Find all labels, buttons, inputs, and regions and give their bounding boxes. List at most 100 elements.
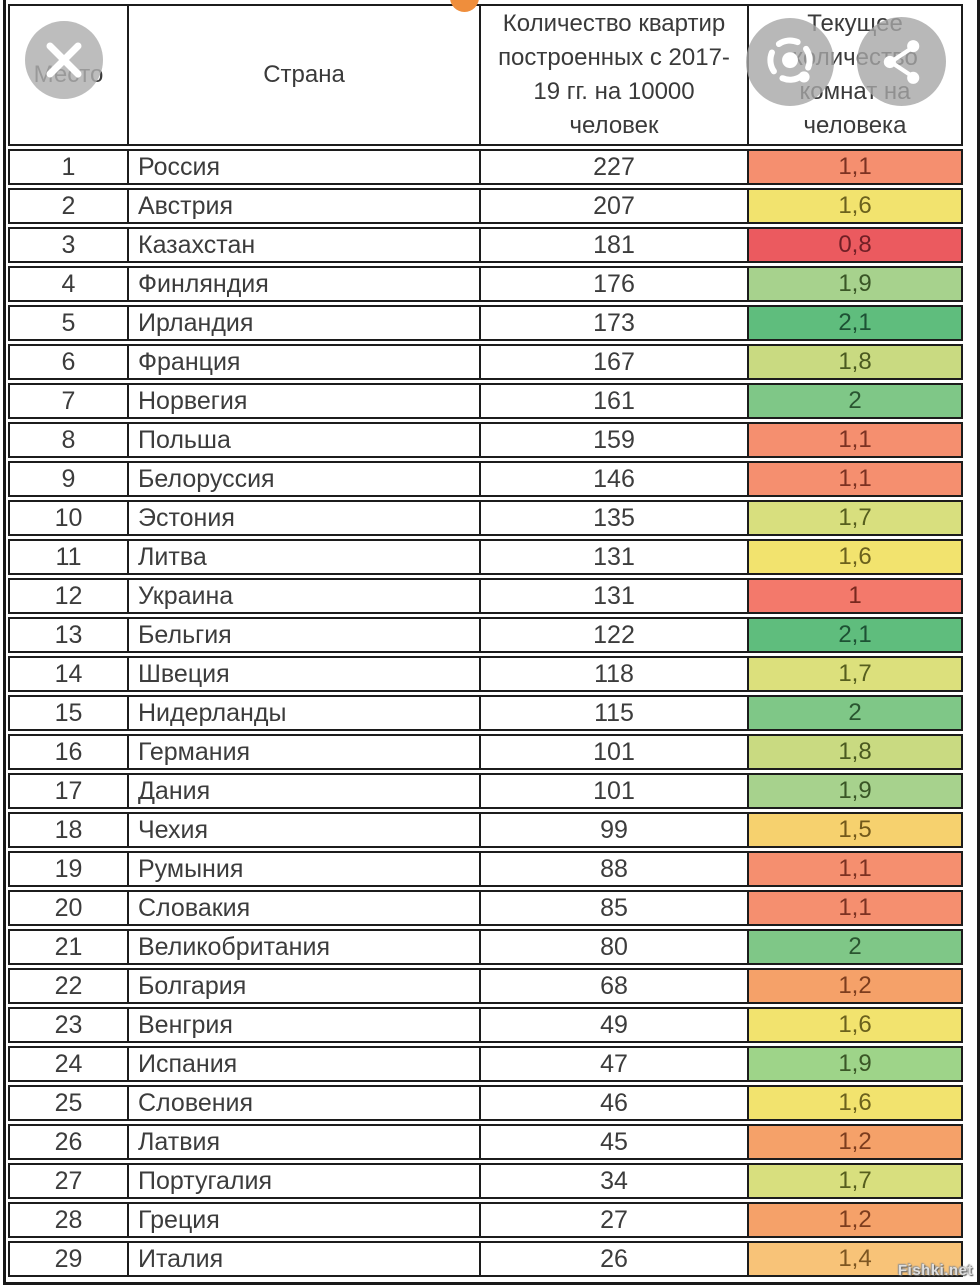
lens-button[interactable] [746, 18, 834, 106]
apartments-cell: 161 [481, 383, 749, 419]
rooms-cell: 1,1 [749, 851, 963, 887]
country-cell: Великобритания [129, 929, 481, 965]
ranking-table: Место Страна Количество квартир построен… [8, 1, 963, 1280]
country-cell: Белоруссия [129, 461, 481, 497]
rooms-cell: 2 [749, 383, 963, 419]
rooms-cell: 1,7 [749, 1163, 963, 1199]
country-cell: Казахстан [129, 227, 481, 263]
apartments-cell: 131 [481, 578, 749, 614]
table-row: 1 Россия 227 1,1 [8, 149, 963, 185]
table-row: 26 Латвия 45 1,2 [8, 1124, 963, 1160]
apartments-cell: 27 [481, 1202, 749, 1238]
rooms-cell: 1,5 [749, 812, 963, 848]
table-row: 21 Великобритания 80 2 [8, 929, 963, 965]
rank-cell: 24 [8, 1046, 129, 1082]
rank-cell: 17 [8, 773, 129, 809]
apartments-cell: 227 [481, 149, 749, 185]
rooms-cell: 1,6 [749, 1007, 963, 1043]
orange-indicator-dot [450, 0, 479, 12]
table-row: 3 Казахстан 181 0,8 [8, 227, 963, 263]
table-row: 16 Германия 101 1,8 [8, 734, 963, 770]
table-row: 28 Греция 27 1,2 [8, 1202, 963, 1238]
rank-cell: 5 [8, 305, 129, 341]
header-rooms-line: человека [803, 112, 907, 139]
country-cell: Словакия [129, 890, 481, 926]
country-cell: Латвия [129, 1124, 481, 1160]
rank-cell: 25 [8, 1085, 129, 1121]
rooms-cell: 2 [749, 929, 963, 965]
apartments-cell: 49 [481, 1007, 749, 1043]
country-cell: Ирландия [129, 305, 481, 341]
apartments-cell: 118 [481, 656, 749, 692]
rank-cell: 8 [8, 422, 129, 458]
rooms-cell: 1,1 [749, 422, 963, 458]
apartments-cell: 167 [481, 344, 749, 380]
table-row: 12 Украина 131 1 [8, 578, 963, 614]
header-apartments: Количество квартир построенных с 2017- 1… [481, 4, 749, 146]
rank-cell: 12 [8, 578, 129, 614]
rank-cell: 22 [8, 968, 129, 1004]
rooms-cell: 1,1 [749, 149, 963, 185]
rank-cell: 29 [8, 1241, 129, 1277]
rooms-cell: 1,8 [749, 734, 963, 770]
rank-cell: 15 [8, 695, 129, 731]
rooms-cell: 1,7 [749, 656, 963, 692]
rooms-cell: 1,1 [749, 890, 963, 926]
header-apartments-line: построенных с 2017- [498, 44, 730, 71]
table-row: 14 Швеция 118 1,7 [8, 656, 963, 692]
table-row: 9 Белоруссия 146 1,1 [8, 461, 963, 497]
header-apartments-line: Количество квартир [502, 10, 726, 37]
google-lens-icon [767, 37, 813, 83]
share-icon [883, 39, 919, 84]
table-body: 1 Россия 227 1,1 2 Австрия 207 1,6 3 Казахстан 181… [8, 149, 963, 1277]
table-row: 17 Дания 101 1,9 [8, 773, 963, 809]
rank-cell: 26 [8, 1124, 129, 1160]
apartments-cell: 115 [481, 695, 749, 731]
table-row: 13 Бельгия 122 2,1 [8, 617, 963, 653]
apartments-cell: 99 [481, 812, 749, 848]
apartments-cell: 45 [481, 1124, 749, 1160]
apartments-cell: 101 [481, 734, 749, 770]
close-button[interactable] [25, 21, 103, 99]
apartments-cell: 135 [481, 500, 749, 536]
rank-cell: 10 [8, 500, 129, 536]
apartments-cell: 173 [481, 305, 749, 341]
table-row: 25 Словения 46 1,6 [8, 1085, 963, 1121]
rank-cell: 19 [8, 851, 129, 887]
rank-cell: 14 [8, 656, 129, 692]
ranking-table-container: Место Страна Количество квартир построен… [3, 0, 980, 1285]
country-cell: Австрия [129, 188, 481, 224]
rank-cell: 27 [8, 1163, 129, 1199]
country-cell: Чехия [129, 812, 481, 848]
rooms-cell: 1,8 [749, 344, 963, 380]
rank-cell: 23 [8, 1007, 129, 1043]
share-button[interactable] [857, 17, 946, 106]
rank-cell: 2 [8, 188, 129, 224]
table-row: 22 Болгария 68 1,2 [8, 968, 963, 1004]
rank-cell: 4 [8, 266, 129, 302]
country-cell: Франция [129, 344, 481, 380]
apartments-cell: 101 [481, 773, 749, 809]
country-cell: Болгария [129, 968, 481, 1004]
country-cell: Швеция [129, 656, 481, 692]
rooms-cell: 1,7 [749, 500, 963, 536]
apartments-cell: 131 [481, 539, 749, 575]
country-cell: Эстония [129, 500, 481, 536]
table-row: 15 Нидерланды 115 2 [8, 695, 963, 731]
country-cell: Бельгия [129, 617, 481, 653]
country-cell: Литва [129, 539, 481, 575]
rank-cell: 28 [8, 1202, 129, 1238]
table-row: 27 Португалия 34 1,7 [8, 1163, 963, 1199]
rank-cell: 6 [8, 344, 129, 380]
table-row: 23 Венгрия 49 1,6 [8, 1007, 963, 1043]
rank-cell: 20 [8, 890, 129, 926]
rooms-cell: 1,2 [749, 1202, 963, 1238]
rank-cell: 7 [8, 383, 129, 419]
country-cell: Италия [129, 1241, 481, 1277]
country-cell: Германия [129, 734, 481, 770]
rooms-cell: 1,6 [749, 188, 963, 224]
table-row: 10 Эстония 135 1,7 [8, 500, 963, 536]
rooms-cell: 1,4 [749, 1241, 963, 1277]
country-cell: Польша [129, 422, 481, 458]
apartments-cell: 88 [481, 851, 749, 887]
